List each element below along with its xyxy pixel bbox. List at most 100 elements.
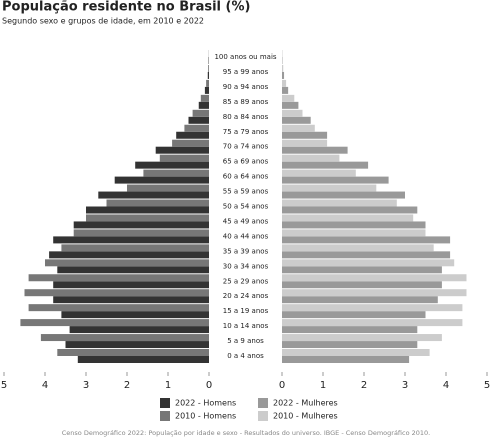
category-label: 25 a 29 anos	[223, 277, 269, 285]
bar	[29, 274, 209, 281]
bar	[205, 87, 209, 94]
x-tick-label: 4	[443, 380, 449, 391]
bar	[282, 102, 298, 109]
category-label: 70 a 74 anos	[223, 143, 269, 151]
category-label: 65 a 69 anos	[223, 158, 269, 166]
legend-swatch	[160, 411, 170, 421]
bar	[282, 185, 376, 192]
bar	[184, 125, 209, 132]
category-label: 90 a 94 anos	[223, 83, 269, 91]
bar	[127, 185, 209, 192]
bar	[282, 244, 434, 251]
chart-subtitle: Segundo sexo e grupos de idade, em 2010 …	[2, 17, 204, 26]
bar	[282, 125, 315, 132]
category-label: 75 a 79 anos	[223, 128, 269, 136]
bar	[282, 319, 462, 326]
bar	[41, 334, 209, 341]
bar	[208, 72, 209, 79]
bar	[86, 214, 209, 221]
bar	[282, 221, 426, 228]
x-tick-label: 5	[1, 380, 7, 391]
x-tick-label: 3	[402, 380, 408, 391]
bar	[282, 140, 327, 147]
bar	[282, 274, 467, 281]
bar	[201, 95, 209, 102]
bar	[208, 65, 209, 72]
bar	[61, 311, 209, 318]
bar	[282, 72, 284, 79]
category-label: 40 a 44 anos	[223, 232, 269, 240]
bar	[176, 132, 209, 139]
category-label: 85 a 89 anos	[223, 98, 269, 106]
legend-label: 2010 - Homens	[175, 412, 236, 421]
bar	[53, 281, 209, 288]
bar	[156, 147, 209, 154]
bar	[61, 244, 209, 251]
bar	[282, 341, 417, 348]
bar	[29, 304, 209, 311]
category-label: 95 a 99 anos	[223, 68, 269, 76]
legend-swatch	[258, 398, 268, 408]
bar	[282, 214, 413, 221]
bar	[282, 170, 356, 177]
bar	[282, 281, 442, 288]
category-label: 0 a 4 anos	[227, 352, 264, 360]
category-label: 100 anos ou mais	[214, 53, 276, 61]
bar	[282, 304, 462, 311]
bar	[53, 236, 209, 243]
bar	[20, 319, 209, 326]
category-label: 45 a 49 anos	[223, 217, 269, 225]
legend-label: 2022 - Homens	[175, 399, 236, 408]
bar	[282, 87, 288, 94]
bar	[57, 349, 209, 356]
bar	[282, 326, 417, 333]
bar	[282, 334, 442, 341]
bar	[49, 251, 209, 258]
bar	[189, 117, 210, 124]
bar	[282, 349, 430, 356]
bar	[282, 200, 397, 207]
x-tick-label: 4	[42, 380, 48, 391]
bar	[98, 192, 209, 199]
bar	[282, 95, 294, 102]
bar	[74, 229, 209, 236]
bar	[282, 207, 417, 214]
category-label: 20 a 24 anos	[223, 292, 269, 300]
bar	[66, 341, 210, 348]
category-label: 80 a 84 anos	[223, 113, 269, 121]
category-label: 50 a 54 anos	[223, 203, 269, 211]
bar	[107, 200, 210, 207]
source: Censo Demográfico 2022: População por id…	[62, 429, 431, 437]
bar	[143, 170, 209, 177]
bar	[70, 326, 209, 333]
category-label: 60 a 64 anos	[223, 173, 269, 181]
x-tick-label: 3	[83, 380, 89, 391]
x-tick-label: 2	[361, 380, 367, 391]
bar	[282, 110, 303, 117]
bar	[282, 65, 283, 72]
bar	[282, 289, 467, 296]
bar	[282, 236, 450, 243]
x-tick-label: 2	[124, 380, 130, 391]
bar	[160, 155, 209, 162]
bar	[282, 80, 286, 87]
bar	[53, 296, 209, 303]
bar	[115, 177, 209, 184]
bar	[282, 147, 348, 154]
x-tick-label: 0	[279, 380, 285, 391]
bar	[282, 117, 311, 124]
bar	[193, 110, 209, 117]
bar	[282, 177, 389, 184]
category-label: 10 a 14 anos	[223, 322, 269, 330]
category-label: 35 a 39 anos	[223, 247, 269, 255]
legend-label: 2022 - Mulheres	[273, 399, 338, 408]
bar	[45, 259, 209, 266]
category-label: 5 a 9 anos	[227, 337, 264, 345]
legend-swatch	[160, 398, 170, 408]
bar	[78, 356, 209, 363]
category-label: 55 a 59 anos	[223, 188, 269, 196]
bar	[74, 221, 209, 228]
bar	[282, 192, 405, 199]
legend-swatch	[258, 411, 268, 421]
